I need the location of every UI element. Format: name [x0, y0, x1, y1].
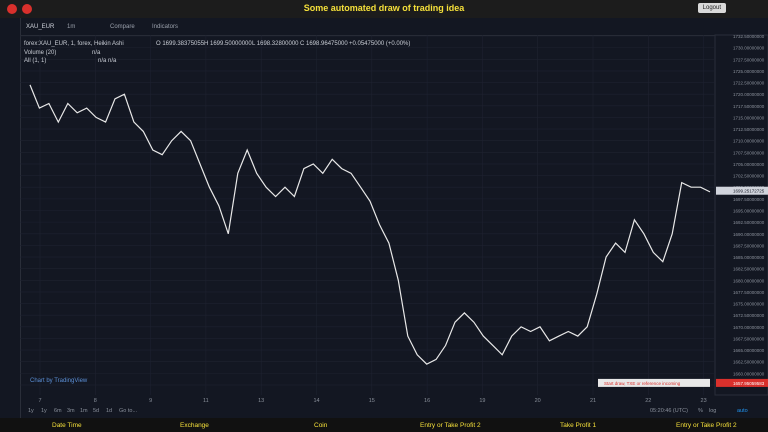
bottom-label: Coin: [314, 422, 328, 429]
legend-high: H 1699.50000000: [204, 41, 252, 47]
y-tick-label: 1697.50000000: [733, 197, 765, 202]
y-tick-label: 1732.50000000: [733, 34, 765, 39]
y-tick-label: 1695.00000000: [733, 209, 765, 214]
left-toolbar: [0, 18, 21, 418]
marker-price-box: [716, 378, 768, 387]
symbol[interactable]: XAU_EUR: [26, 24, 55, 30]
logout-button[interactable]: Logout: [697, 3, 726, 13]
x-tick-label: 8: [94, 398, 97, 404]
y-tick-label: 1722.50000000: [733, 81, 765, 86]
y-tick-label: 1685.00000000: [733, 255, 765, 260]
y-tick-label: 1727.50000000: [733, 57, 765, 62]
x-tick-label: 22: [645, 398, 651, 404]
x-tick-label: 14: [313, 398, 319, 404]
header: Some automated draw of trading idea Logo…: [0, 0, 768, 18]
y-tick-label: 1670.00000000: [733, 325, 765, 330]
bottom-bar: [0, 418, 768, 432]
x-tick-label: 21: [590, 398, 596, 404]
y-tick-label: 1687.50000000: [733, 243, 765, 248]
x-tick-label: 20: [535, 398, 541, 404]
y-tick-label: 1682.50000000: [733, 267, 765, 272]
header-title: Some automated draw of trading idea: [303, 3, 465, 13]
y-tick-label: 1730.00000000: [733, 46, 765, 51]
x-tick-label: 7: [38, 398, 41, 404]
bottom-label: Date Time: [52, 422, 82, 429]
marker-box: [598, 378, 710, 387]
timeframe[interactable]: 1y: [41, 408, 47, 414]
y-tick-label: 1672.50000000: [733, 313, 765, 318]
y-tick-label: 1725.00000000: [733, 69, 765, 74]
legend-low: L 1698.32800000: [252, 41, 299, 47]
x-tick-label: 23: [701, 398, 707, 404]
marker-price-label: 1657.95059583: [733, 381, 765, 386]
indicators[interactable]: Indicators: [152, 24, 179, 30]
timeframe[interactable]: 5d: [93, 408, 100, 414]
y-tick-label: 1690.00000000: [733, 232, 765, 237]
header-icons: [7, 4, 32, 14]
interval[interactable]: 1m: [67, 24, 76, 30]
marker-text: Start draw, TXE or reference incoming: [604, 381, 681, 386]
bottom-label: Exchange: [180, 422, 209, 429]
legend-study-value: n/a n/a: [98, 58, 117, 64]
x-tick-label: 19: [479, 398, 485, 404]
legend-change: +0.05475000 (+0.00%): [349, 41, 411, 47]
y-tick-label: 1702.50000000: [733, 174, 765, 179]
current-price-box: [716, 186, 768, 195]
y-tick-label: 1717.50000000: [733, 104, 765, 109]
y-tick-label: 1667.50000000: [733, 336, 765, 341]
y-tick-label: 1662.50000000: [733, 360, 765, 365]
x-tick-label: 16: [424, 398, 430, 404]
y-tick-label: 1705.00000000: [733, 162, 765, 167]
current-price-label: 1699.25172725: [733, 189, 765, 194]
legend-open: O 1699.38375055: [156, 41, 205, 47]
timeframe[interactable]: 6m: [54, 408, 62, 414]
price-axis: [714, 34, 768, 396]
legend-volume: Volume (20): [24, 50, 57, 56]
footer-percent[interactable]: %: [698, 408, 703, 414]
bottom-label: Entry or Take Profit 2: [676, 422, 737, 429]
y-tick-label: 1665.00000000: [733, 348, 765, 353]
footer-auto[interactable]: auto: [737, 408, 748, 414]
watermark: Chart by TradingView: [30, 378, 88, 384]
y-tick-label: 1720.00000000: [733, 92, 765, 97]
chart: 1732.50000000 1730.00000000 1727.50000000 1…: [20, 34, 768, 404]
price-line: [29, 84, 711, 365]
timeframe[interactable]: 1d: [106, 408, 113, 414]
y-tick-label: 1677.50000000: [733, 290, 765, 295]
x-tick-label: 9: [149, 398, 152, 404]
compare[interactable]: Compare: [110, 24, 135, 30]
footer-log[interactable]: log: [709, 408, 717, 414]
top-toolbar: [20, 18, 768, 36]
y-tick-label: 1707.50000000: [733, 150, 765, 155]
timeframe[interactable]: 1y: [28, 408, 34, 414]
x-tick-label: 15: [369, 398, 375, 404]
x-tick-label: 11: [203, 398, 209, 404]
legend-study: All (1, 1): [24, 58, 47, 64]
x-tick-label: 13: [258, 398, 264, 404]
y-tick-label: 1675.00000000: [733, 302, 765, 307]
timeframe[interactable]: 3m: [67, 408, 75, 414]
bottom-label: Entry or Take Profit 2: [420, 422, 481, 429]
legend-volume-value: n/a: [92, 50, 101, 56]
footer-time: 05:20:46 (UTC): [650, 408, 688, 414]
y-tick-label: 1660.00000000: [733, 371, 765, 376]
legend-close: C 1698.96475000: [300, 41, 348, 47]
y-tick-label: 1692.50000000: [733, 220, 765, 225]
bottom-label: Take Profit 1: [560, 422, 597, 429]
y-tick-label: 1712.50000000: [733, 127, 765, 132]
y-tick-label: 1680.00000000: [733, 278, 765, 283]
y-tick-label: 1715.00000000: [733, 115, 765, 120]
y-tick-label: 1710.00000000: [733, 139, 765, 144]
legend-series: forex:XAU_EUR, 1, forex, Heikin Ashi: [24, 41, 124, 47]
timeframe[interactable]: Go to...: [119, 408, 138, 414]
timeframe[interactable]: 1m: [80, 408, 88, 414]
